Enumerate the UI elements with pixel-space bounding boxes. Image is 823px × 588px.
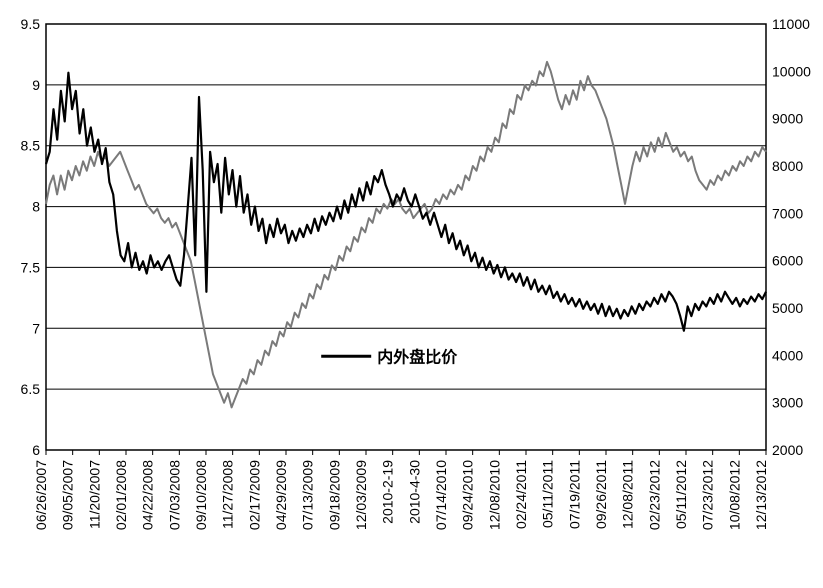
- x-tick-label: 04/22/2008: [140, 460, 156, 530]
- x-tick-label: 09/26/2011: [593, 460, 609, 529]
- x-tick-label: 07/23/2012: [700, 460, 716, 530]
- x-tick-label: 12/03/2009: [353, 460, 369, 530]
- x-tick-label: 06/26/2007: [33, 460, 49, 530]
- x-tick-label: 02/01/2008: [113, 460, 129, 530]
- x-tick-label: 05/11/2012: [673, 460, 689, 529]
- x-tick-label: 2010-4-30: [406, 460, 422, 524]
- y-right-tick-label: 4000: [772, 347, 803, 363]
- x-tick-label: 09/10/2008: [193, 460, 209, 530]
- y-right-tick-label: 5000: [772, 300, 803, 316]
- x-tick-label: 12/13/2012: [753, 460, 769, 530]
- y-right-tick-label: 9000: [772, 111, 803, 127]
- y-right-tick-label: 8000: [772, 158, 803, 174]
- y-left-tick-label: 8: [32, 199, 40, 215]
- y-left-tick-label: 7.5: [21, 259, 41, 275]
- y-left-tick-label: 9.5: [21, 16, 41, 32]
- chart-container: { "chart": { "type": "line", "width": 82…: [0, 0, 823, 588]
- legend-label: 内外盘比价: [377, 347, 458, 366]
- x-tick-label: 09/18/2009: [326, 460, 342, 530]
- y-right-tick-label: 6000: [772, 253, 803, 269]
- y-right-tick-label: 3000: [772, 395, 803, 411]
- x-tick-label: 10/08/2012: [726, 460, 742, 530]
- x-tick-label: 02/23/2012: [646, 460, 662, 530]
- x-tick-label: 12/08/2010: [486, 460, 502, 530]
- x-tick-label: 11/20/2007: [86, 460, 102, 529]
- x-tick-label: 12/08/2011: [620, 460, 636, 529]
- x-tick-label: 04/29/2009: [273, 460, 289, 530]
- x-tick-label: 07/03/2008: [166, 460, 182, 530]
- x-tick-label: 2010-2-19: [380, 460, 396, 524]
- x-tick-label: 07/19/2011: [566, 460, 582, 529]
- x-tick-label: 05/11/2011: [540, 460, 556, 528]
- x-tick-label: 07/13/2009: [300, 460, 316, 530]
- x-tick-label: 11/27/2008: [220, 460, 236, 529]
- x-tick-label: 02/17/2009: [246, 460, 262, 530]
- x-tick-label: 02/24/2011: [513, 460, 529, 529]
- y-right-tick-label: 10000: [772, 63, 811, 79]
- x-tick-label: 07/14/2010: [433, 460, 449, 530]
- y-right-tick-label: 2000: [772, 442, 803, 458]
- y-left-tick-label: 6: [32, 442, 40, 458]
- y-left-tick-label: 7: [32, 320, 40, 336]
- x-tick-label: 09/24/2010: [460, 460, 476, 530]
- y-left-tick-label: 9: [32, 77, 40, 93]
- y-left-tick-label: 6.5: [21, 381, 41, 397]
- x-tick-label: 09/05/2007: [60, 460, 76, 530]
- y-left-tick-label: 8.5: [21, 138, 41, 154]
- y-right-tick-label: 11000: [772, 16, 810, 32]
- y-right-tick-label: 7000: [772, 205, 803, 221]
